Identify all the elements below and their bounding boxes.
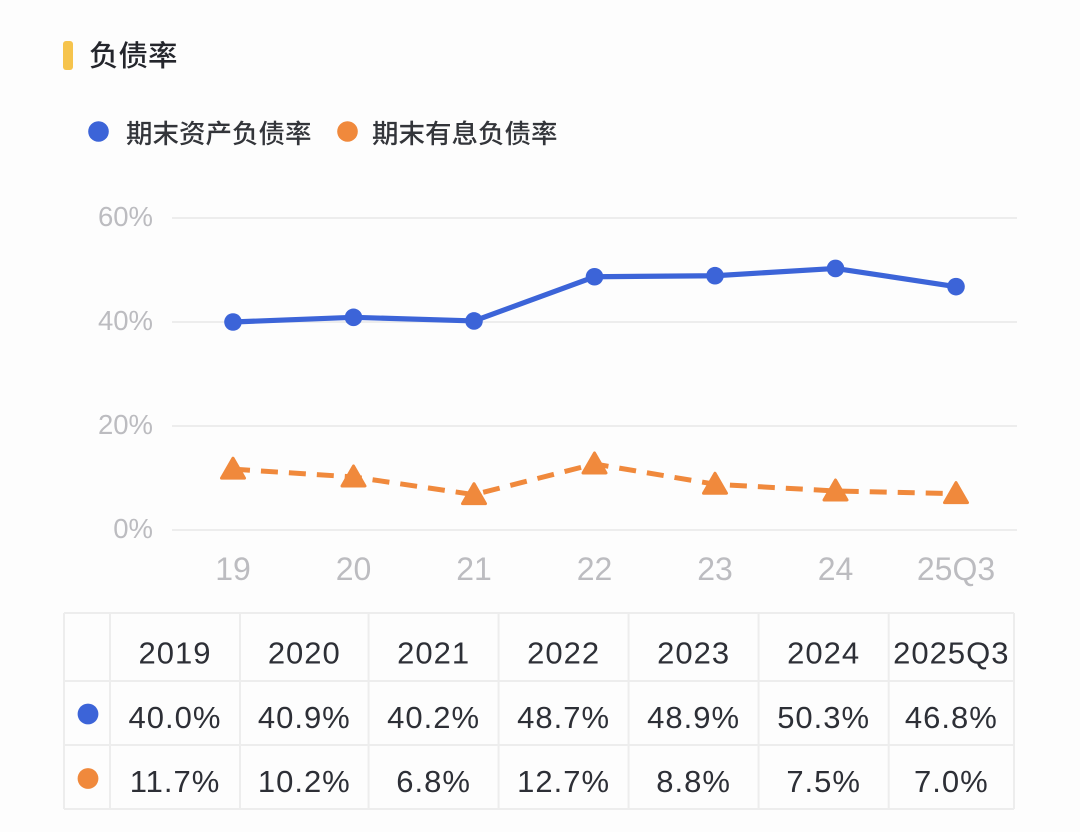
svg-text:20: 20 — [336, 551, 372, 587]
svg-text:22: 22 — [577, 551, 613, 587]
svg-text:2022: 2022 — [527, 636, 600, 671]
svg-text:2019: 2019 — [139, 636, 212, 671]
svg-text:46.8%: 46.8% — [905, 700, 998, 735]
svg-text:40%: 40% — [98, 305, 153, 336]
svg-text:2020: 2020 — [268, 636, 341, 671]
svg-text:7.5%: 7.5% — [786, 764, 861, 799]
svg-text:19: 19 — [215, 551, 251, 587]
svg-text:0%: 0% — [113, 513, 153, 544]
svg-text:40.0%: 40.0% — [129, 700, 222, 735]
svg-text:11.7%: 11.7% — [130, 764, 221, 799]
svg-text:2024: 2024 — [787, 636, 860, 671]
svg-text:6.8%: 6.8% — [396, 764, 471, 799]
svg-text:20%: 20% — [98, 409, 153, 440]
svg-text:25Q3: 25Q3 — [917, 551, 995, 587]
svg-text:24: 24 — [818, 551, 854, 587]
svg-text:60%: 60% — [98, 201, 153, 232]
svg-text:7.0%: 7.0% — [914, 764, 989, 799]
svg-text:21: 21 — [456, 551, 492, 587]
svg-text:48.9%: 48.9% — [647, 700, 740, 735]
svg-text:40.9%: 40.9% — [258, 700, 351, 735]
svg-text:23: 23 — [697, 551, 733, 587]
svg-text:2025Q3: 2025Q3 — [893, 636, 1009, 671]
svg-text:2023: 2023 — [657, 636, 730, 671]
svg-text:50.3%: 50.3% — [777, 700, 870, 735]
svg-text:48.7%: 48.7% — [517, 700, 610, 735]
svg-text:8.8%: 8.8% — [656, 764, 731, 799]
svg-text:40.2%: 40.2% — [387, 700, 480, 735]
svg-text:2021: 2021 — [397, 636, 470, 671]
svg-text:12.7%: 12.7% — [517, 764, 610, 799]
svg-text:10.2%: 10.2% — [258, 764, 351, 799]
